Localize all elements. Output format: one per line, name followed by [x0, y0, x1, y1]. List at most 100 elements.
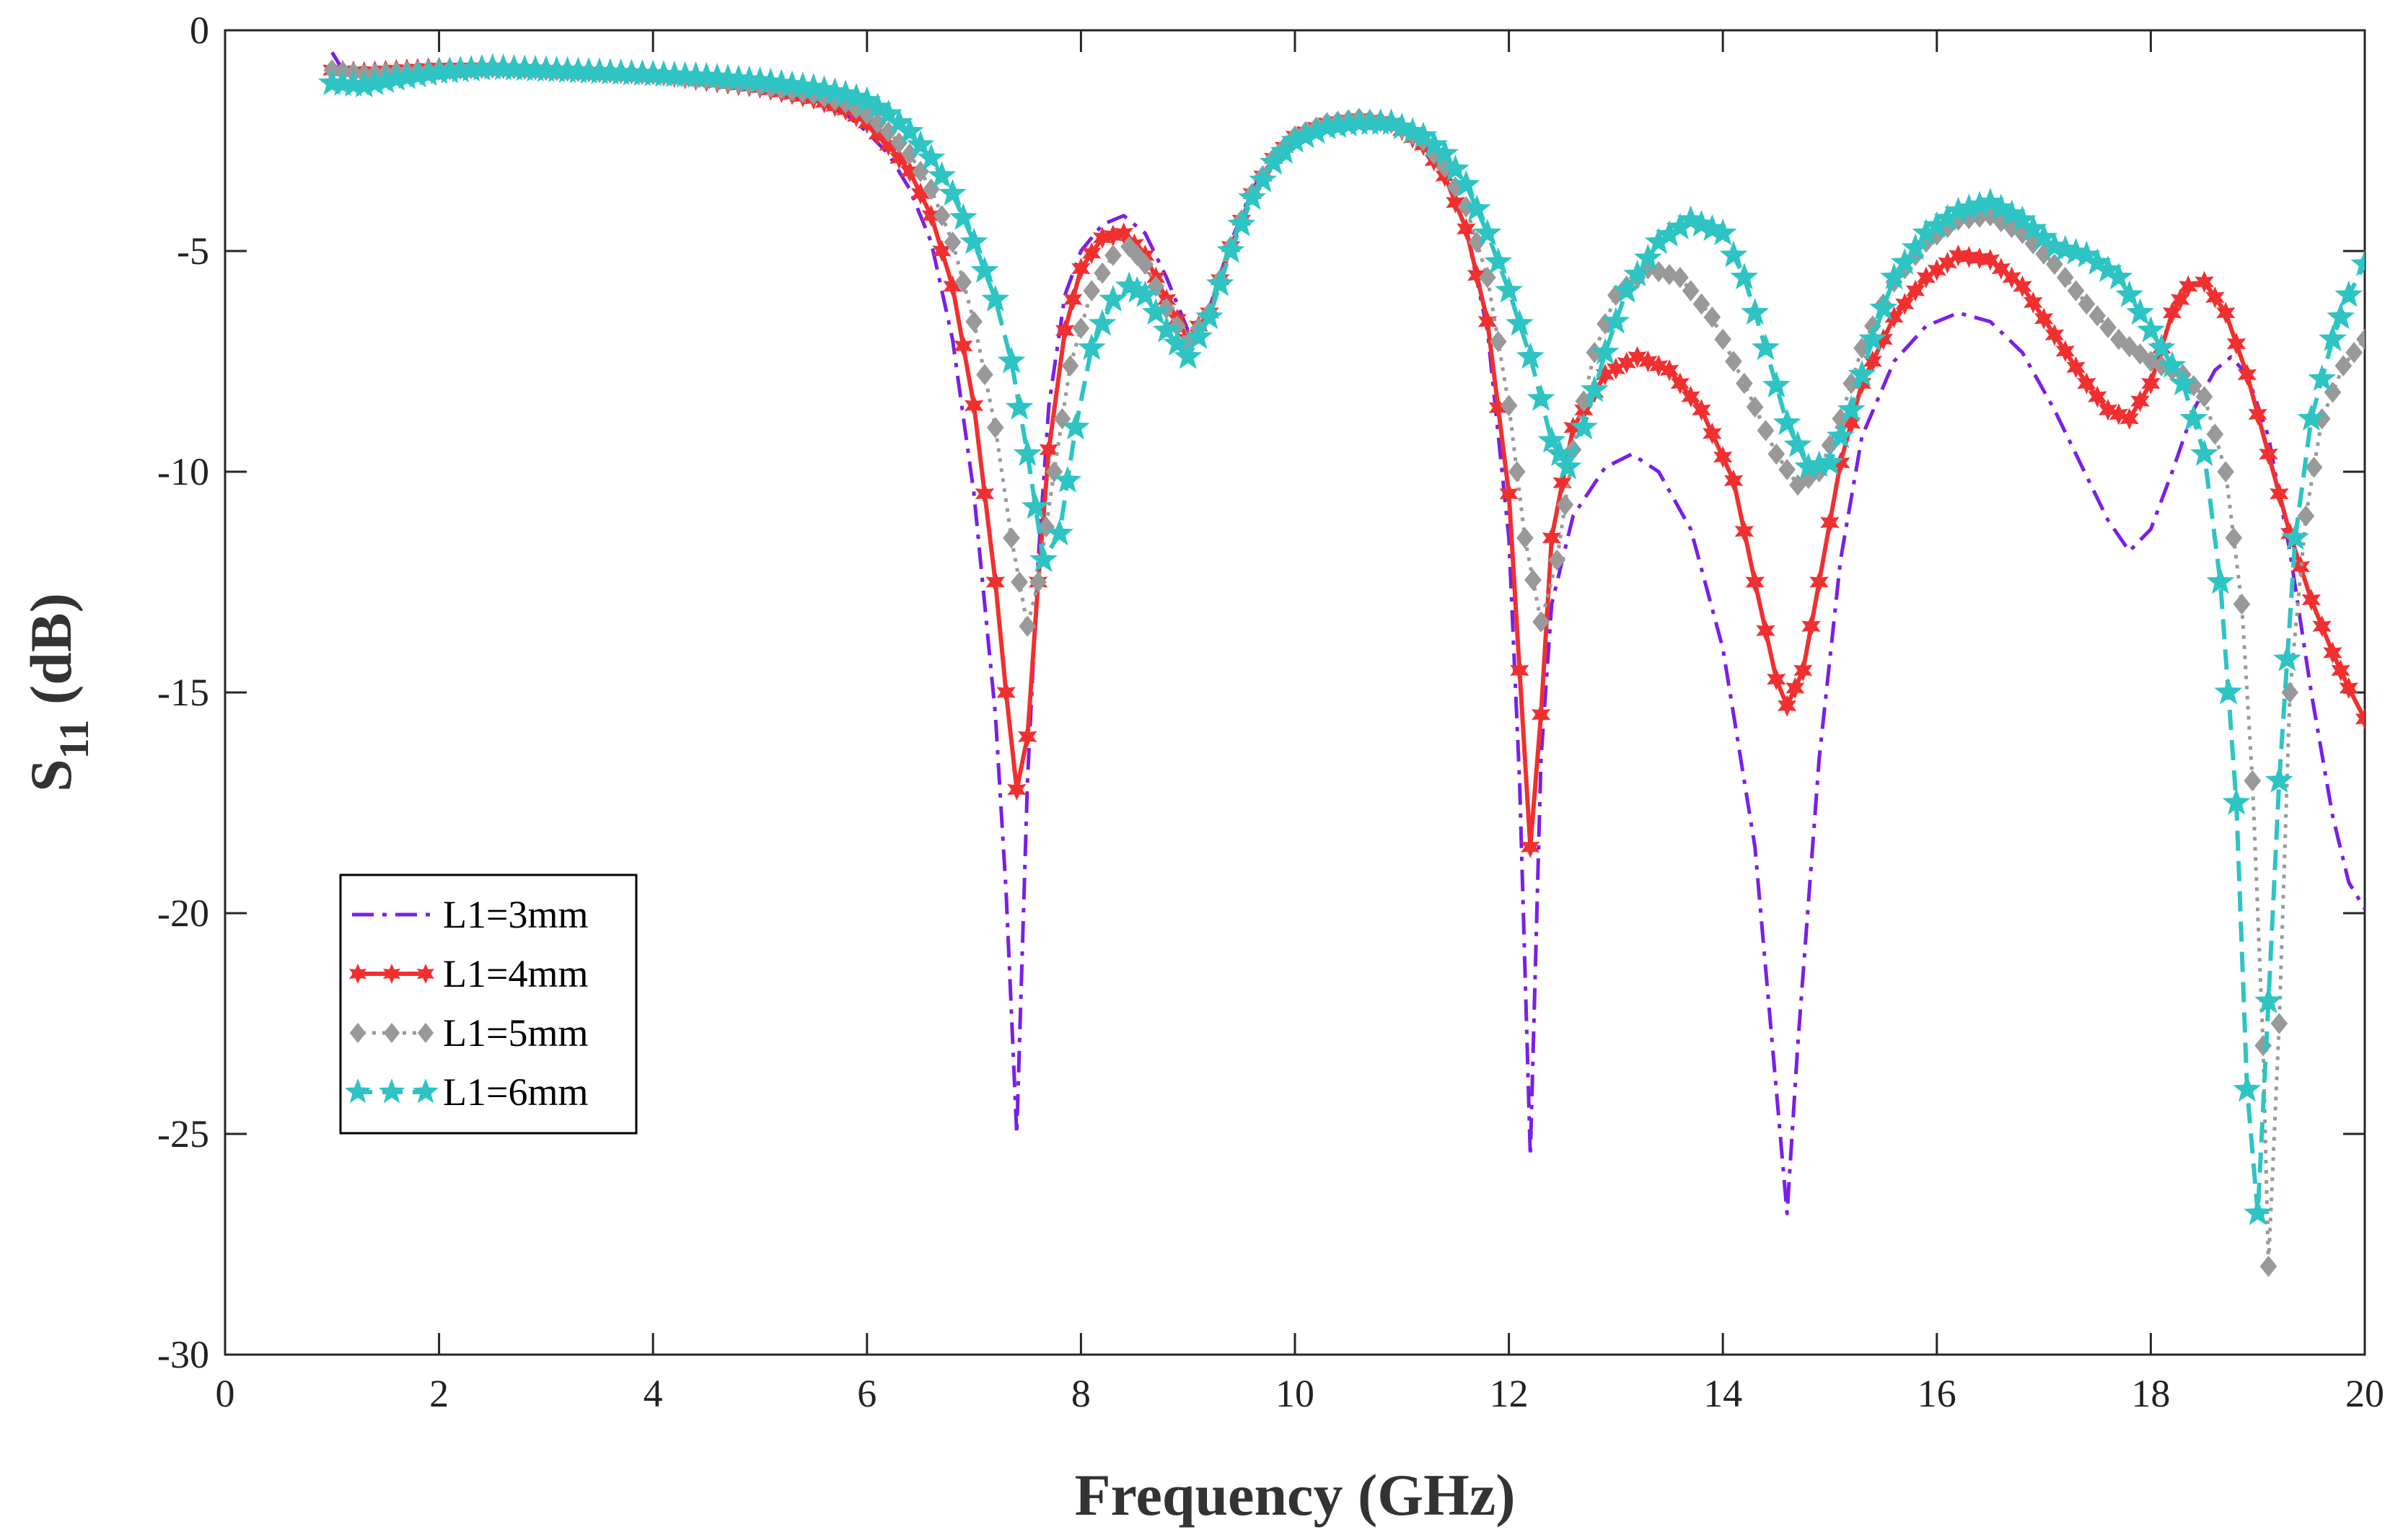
- data-point-marker: [2066, 356, 2086, 379]
- data-point-marker: [2013, 275, 2032, 298]
- data-point-marker: [1071, 258, 1091, 280]
- data-point-marker: [2158, 351, 2187, 378]
- data-point-marker: [2355, 708, 2365, 730]
- data-point-marker: [2270, 1013, 2288, 1034]
- data-point-marker: [2078, 293, 2096, 315]
- data-point-marker: [2233, 1075, 2262, 1102]
- series-L1=6mm: [317, 53, 2365, 1226]
- x-tick-label: 2: [429, 1372, 449, 1415]
- x-tick-label: 12: [1490, 1372, 1529, 1415]
- data-point-marker: [1053, 408, 1071, 430]
- data-point-marker: [1880, 263, 1908, 290]
- data-point-marker: [1174, 342, 1203, 369]
- data-point-marker: [2206, 567, 2235, 594]
- x-tick-label: 10: [1275, 1372, 1314, 1415]
- data-point-marker: [2334, 280, 2363, 307]
- data-point-marker: [1516, 527, 1534, 549]
- data-point-marker: [2195, 270, 2214, 294]
- data-point-marker: [1457, 218, 1476, 240]
- data-point-marker: [1692, 399, 1711, 421]
- data-point-marker: [1901, 233, 1930, 260]
- data-point-marker: [2024, 291, 2043, 314]
- data-point-marker: [2281, 523, 2310, 550]
- data-point-marker: [959, 227, 988, 255]
- data-point-marker: [2046, 253, 2063, 276]
- data-point-marker: [1752, 333, 1780, 361]
- y-axis-title: S11 (dB): [18, 593, 97, 792]
- data-point-marker: [1671, 266, 1689, 289]
- data-point-marker: [949, 203, 978, 230]
- data-point-marker: [1569, 413, 1598, 440]
- data-point-marker: [2141, 372, 2161, 395]
- data-point-marker: [1055, 319, 1075, 342]
- data-point-marker: [2339, 677, 2358, 700]
- data-point-marker: [1890, 247, 1919, 275]
- data-point-marker: [2099, 317, 2117, 338]
- data-point-marker: [965, 311, 983, 333]
- data-point-marker: [2222, 788, 2251, 815]
- data-point-marker: [2301, 589, 2321, 611]
- data-point-marker: [1905, 279, 1925, 302]
- data-point-marker: [1141, 298, 1170, 325]
- data-point-marker: [1163, 329, 1192, 356]
- data-point-marker: [2136, 315, 2165, 343]
- data-point-marker: [1500, 395, 1518, 417]
- data-point-marker: [1249, 165, 1277, 193]
- data-point-marker: [1005, 392, 1034, 420]
- data-point-marker: [2226, 333, 2246, 355]
- data-point-marker: [2179, 275, 2198, 298]
- data-point-marker: [1736, 372, 1753, 395]
- legend-item: L1=5mm: [349, 1011, 588, 1055]
- data-point-marker: [1451, 170, 1480, 197]
- data-point-marker: [1627, 346, 1647, 369]
- data-point-marker: [1734, 520, 1754, 542]
- data-point-marker: [1072, 317, 1090, 339]
- data-point-marker: [2147, 333, 2176, 361]
- data-point-marker: [1612, 276, 1641, 303]
- data-point-marker: [1216, 236, 1245, 263]
- legend-marker: [416, 964, 435, 984]
- data-point-marker: [2179, 404, 2208, 431]
- data-point-marker: [1029, 571, 1047, 593]
- data-point-marker: [1703, 422, 1722, 445]
- x-tick-label: 0: [216, 1372, 235, 1415]
- data-point-marker: [1553, 452, 1582, 480]
- data-point-marker: [1510, 659, 1529, 682]
- data-point-marker: [986, 416, 1004, 439]
- legend-marker: [412, 1078, 439, 1104]
- data-point-marker: [1136, 253, 1154, 276]
- data-point-marker: [2248, 403, 2267, 426]
- y-tick-label: -20: [157, 892, 209, 935]
- data-point-marker: [1082, 242, 1102, 265]
- data-point-marker: [1521, 835, 1540, 858]
- y-tick-label: -30: [157, 1333, 209, 1376]
- data-point-marker: [1061, 355, 1079, 377]
- y-tick-label: -5: [177, 229, 209, 273]
- data-point-marker: [2195, 386, 2213, 408]
- x-tick-label: 14: [1703, 1372, 1742, 1415]
- data-point-marker: [1479, 266, 1496, 289]
- data-point-marker: [1462, 194, 1491, 221]
- data-point-marker: [1029, 545, 1058, 572]
- data-point-marker: [2104, 263, 2133, 290]
- data-point-marker: [1767, 668, 1786, 690]
- legend-marker: [383, 1023, 400, 1043]
- data-point-marker: [2237, 364, 2257, 386]
- data-point-marker: [1152, 315, 1181, 343]
- data-point-marker: [2088, 304, 2107, 327]
- data-point-marker: [1895, 293, 1915, 315]
- data-point-marker: [2115, 280, 2144, 307]
- data-point-marker: [1869, 294, 1898, 321]
- data-point-marker: [1227, 209, 1256, 237]
- data-point-marker: [2350, 249, 2365, 276]
- data-point-marker: [1441, 154, 1470, 182]
- data-point-marker: [1552, 472, 1572, 494]
- data-point-marker: [1682, 280, 1700, 302]
- data-point-marker: [2259, 1255, 2277, 1277]
- data-point-marker: [2297, 404, 2326, 431]
- data-point-marker: [1495, 276, 1524, 303]
- data-point-marker: [1516, 342, 1545, 369]
- legend-item: L1=4mm: [348, 952, 588, 995]
- data-point-marker: [1104, 245, 1122, 266]
- data-point-marker: [1745, 571, 1765, 594]
